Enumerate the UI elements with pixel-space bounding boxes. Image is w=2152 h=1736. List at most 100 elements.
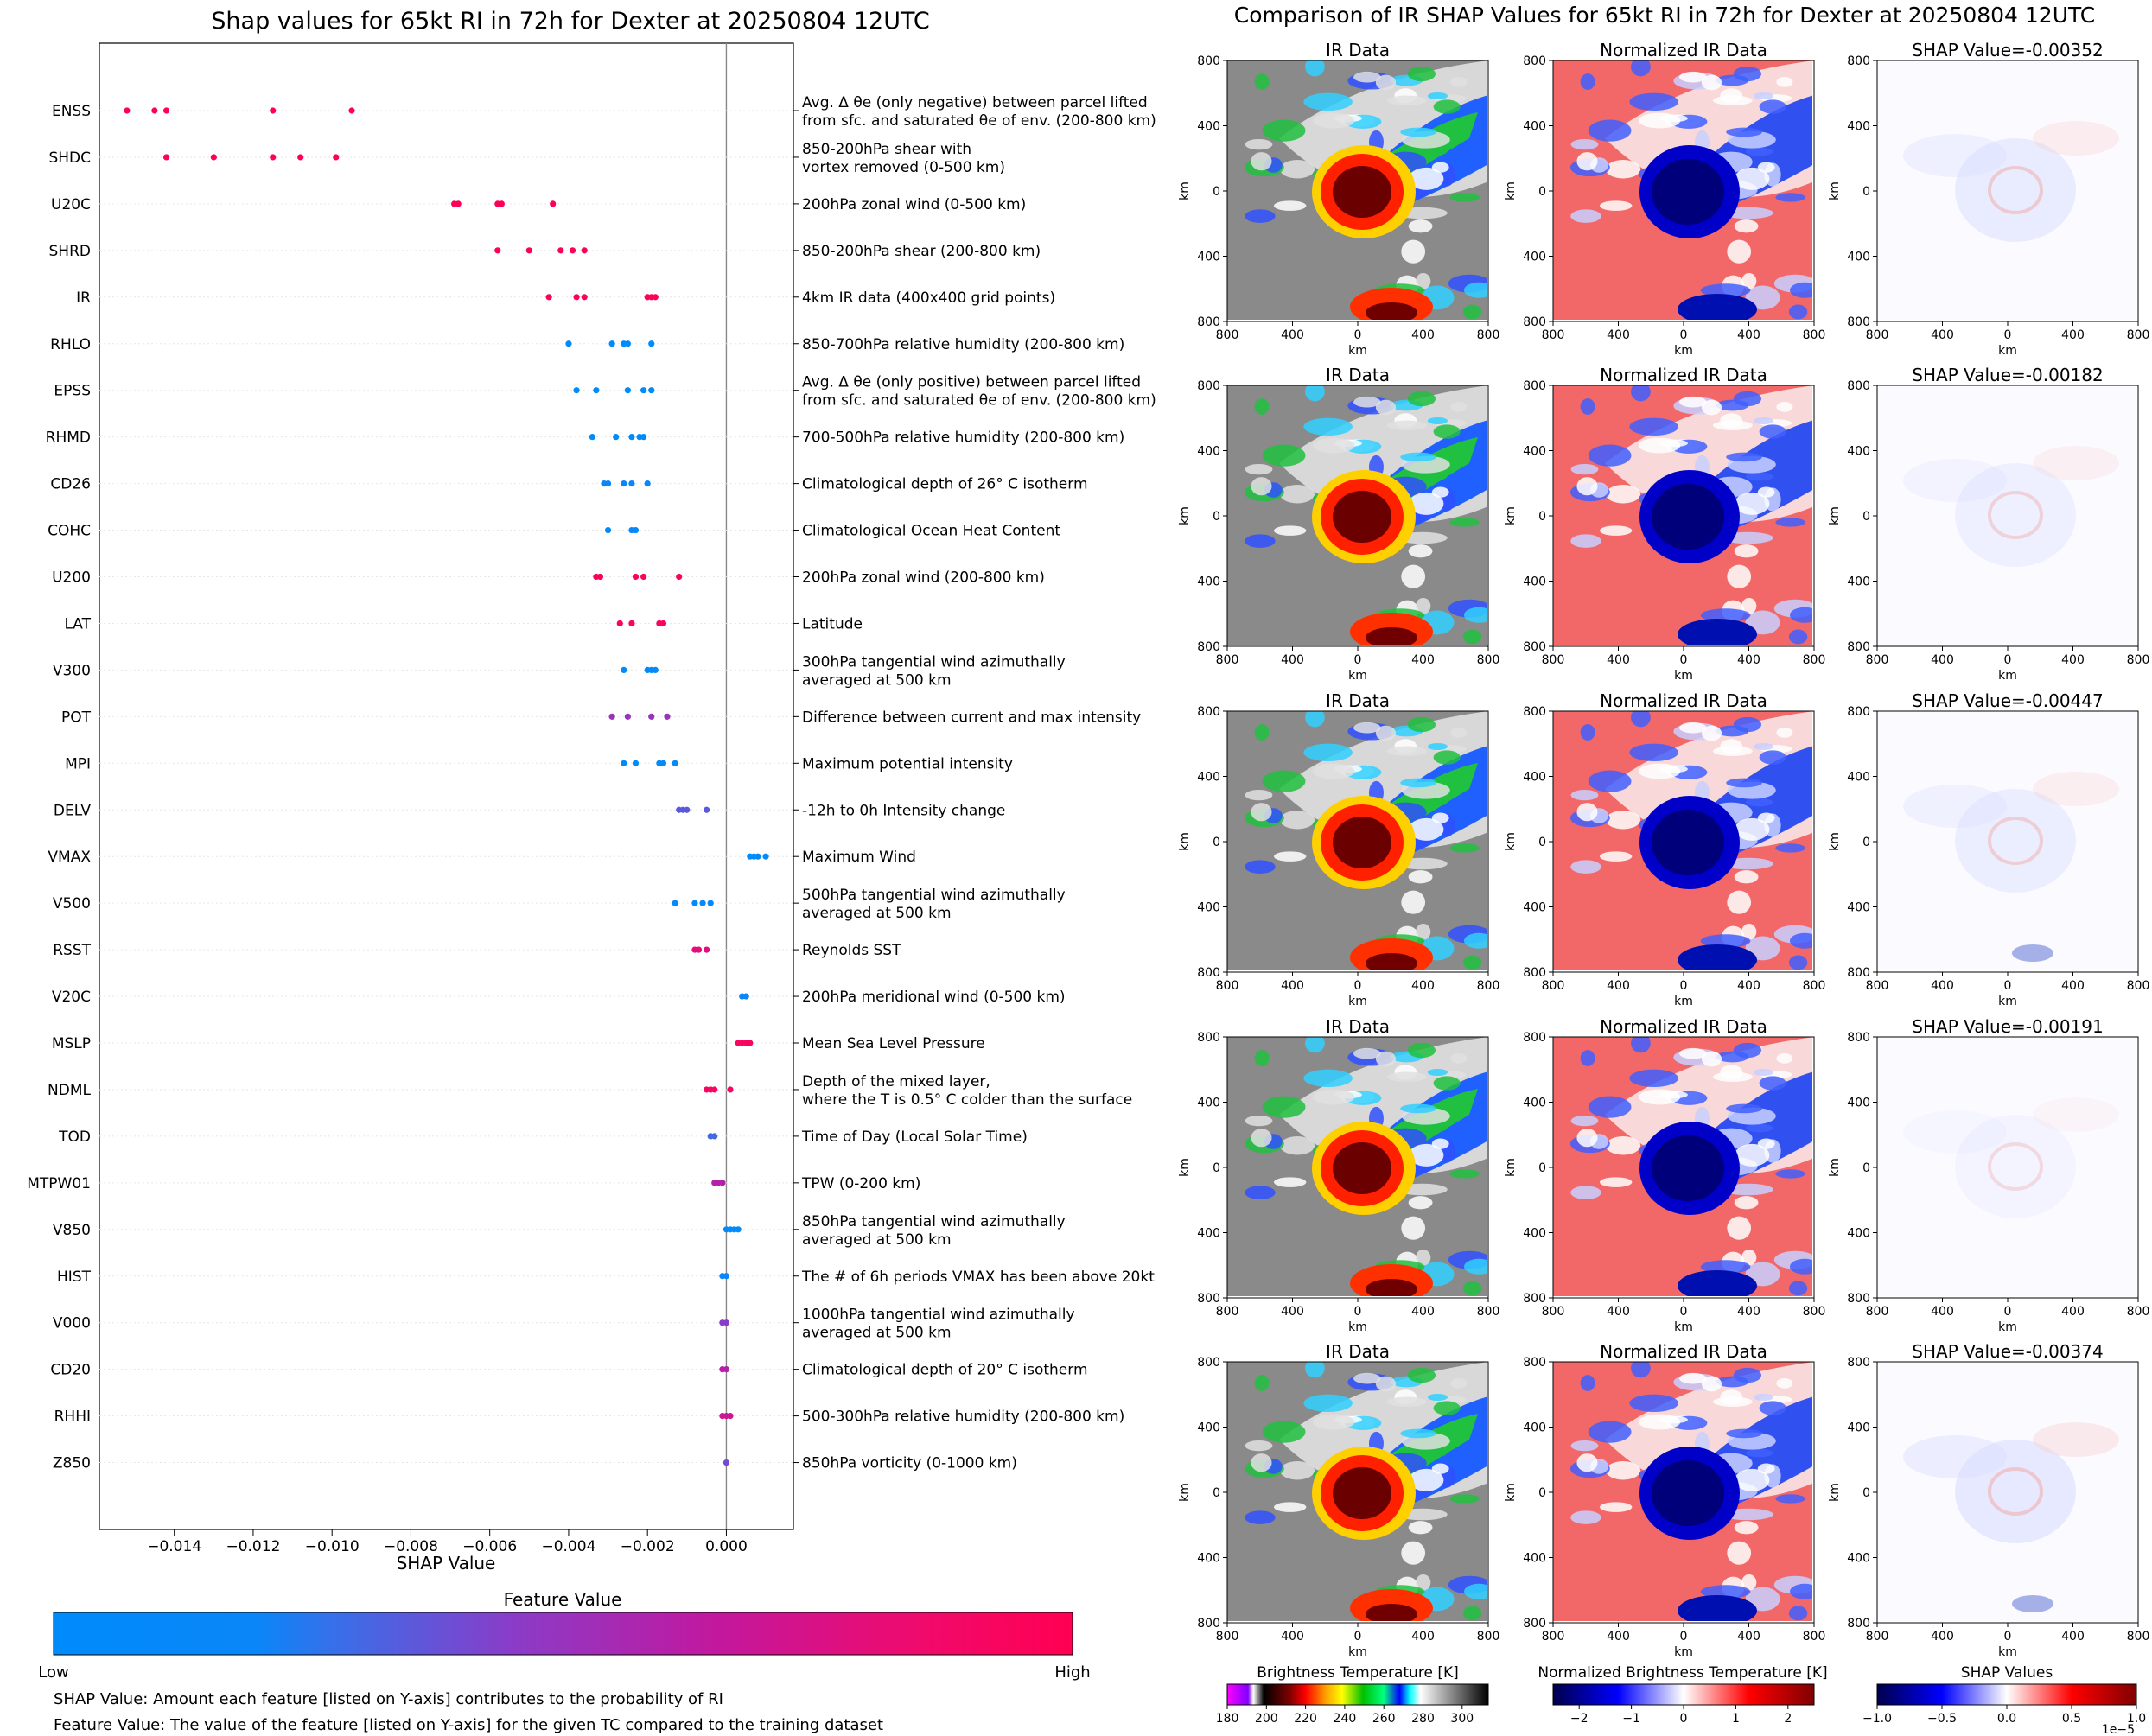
cloud-texture [1734,870,1759,884]
cloud-texture [1629,417,1678,436]
x-tick-label: 800 [1477,979,1500,993]
shap-point [723,1273,730,1280]
cloud-texture [1757,812,1775,823]
cloud-texture [1733,1367,1762,1383]
cloud-texture [1427,742,1448,751]
x-tick-label: 800 [1803,328,1826,342]
x-tick-label: 400 [1931,1305,1954,1319]
panel-image [1553,60,1812,320]
shap-point [545,294,552,301]
cb-tick-label: 0 [1680,1712,1688,1726]
shap-point [593,387,600,394]
y-axis-label: km [1828,506,1842,525]
cloud-texture [1599,851,1633,862]
cloud-texture [1273,525,1307,536]
shap-eye-ring [1988,166,2043,214]
cloud-texture [1588,1421,1632,1443]
y-tick-label: 400 [1523,1097,1546,1110]
y-tick-label: 400 [1847,1552,1870,1566]
feature-description: averaged at 500 km [802,1231,952,1249]
shap-background [1877,385,2136,645]
cloud-texture [1449,1494,1480,1504]
cloud-texture [1245,534,1276,548]
cloud-texture [1419,147,1448,156]
ir-south-core [1366,627,1417,645]
cloud-texture [1679,722,1707,734]
cloud-texture [1727,239,1752,264]
cloud-texture [1735,492,1770,515]
shap-point [648,713,655,720]
norm-south-cell [1678,619,1757,645]
x-tick-label: 0 [1680,328,1688,342]
ir-storm-core [1333,491,1391,543]
panel-image [1553,711,1812,970]
cloud-texture [1401,1216,1426,1240]
y-tick-label: 0 [1538,510,1546,524]
shap-point [624,387,631,394]
y-tick-label: 0 [1213,510,1220,524]
y-tick-label: 800 [1197,315,1220,329]
shap-point [719,1180,726,1186]
x-tick-label: 800 [1216,653,1239,667]
norm-south-cell [1678,944,1757,970]
feature-code-label: SHRD [49,243,91,260]
cloud-texture [1313,1414,1355,1430]
x-axis-label: km [1674,344,1693,358]
feature-code-label: VMAX [48,849,91,866]
ir-storm-core [1333,166,1391,218]
x-axis-label: km [1348,1320,1367,1334]
feature-code-label: RHHI [54,1409,91,1426]
feature-code-label: V500 [53,895,91,913]
y-tick-label: 0 [1213,185,1220,199]
cloud-texture [1407,391,1436,407]
ir-south-core [1366,302,1417,320]
shap-background [1877,711,2136,970]
cb-tick-label: −2 [1570,1712,1589,1726]
cloud-texture [1580,398,1595,415]
cb-tick-label: 200 [1255,1712,1278,1726]
y-tick-label: 800 [1847,315,1870,329]
ir-south-core [1366,953,1417,970]
cloud-texture [1753,742,1774,751]
norm-storm-core [1652,159,1724,225]
x-tick-label: 0 [1354,328,1362,342]
cloud-texture [1712,1071,1753,1082]
cloud-texture [1570,860,1601,874]
x-tick-label: 800 [1866,328,1889,342]
cloud-texture [1251,1129,1272,1148]
feature-code-label: DELV [54,802,91,819]
cloud-texture [1570,789,1599,801]
cloud-texture [1629,1069,1678,1087]
shap-point [676,573,683,581]
cloud-texture [1753,1068,1774,1077]
feature-description: Maximum potential intensity [802,755,1013,773]
cloud-texture [1570,138,1599,150]
cloud-texture [1776,728,1793,738]
x-tick-label: 800 [1477,653,1500,667]
feature-code-label: SHDC [48,149,91,167]
cloud-texture [1759,1076,1786,1091]
panel-image [1227,385,1487,645]
feature-code-label: MPI [65,755,91,773]
plot-area [99,42,794,1530]
shap-point [742,993,749,1000]
cb-tick-label: 240 [1334,1712,1357,1726]
norm-storm-core [1652,810,1724,875]
cloud-texture [1580,73,1595,90]
shap-point [632,526,640,534]
cloud-texture [1757,1463,1775,1474]
shap-point [525,247,532,254]
feature-row-v300: V300 300hPa tangential wind azimuthallyav… [53,653,1066,689]
x-tick-label: 800 [1542,979,1565,993]
x-tick-label: 400 [1931,653,1954,667]
shap-point [573,294,580,301]
x-tick-label: 400 [1411,653,1435,667]
feature-code-label: MTPW01 [27,1175,91,1192]
y-tick-label: 400 [1197,1097,1220,1110]
x-tick-label: 400 [1411,979,1435,993]
feature-row-u20c: U20C 200hPa zonal wind (0-500 km) [51,196,1026,213]
cloud-texture [1629,92,1678,111]
ir-south-core [1366,1604,1417,1621]
shap-point [581,294,588,301]
